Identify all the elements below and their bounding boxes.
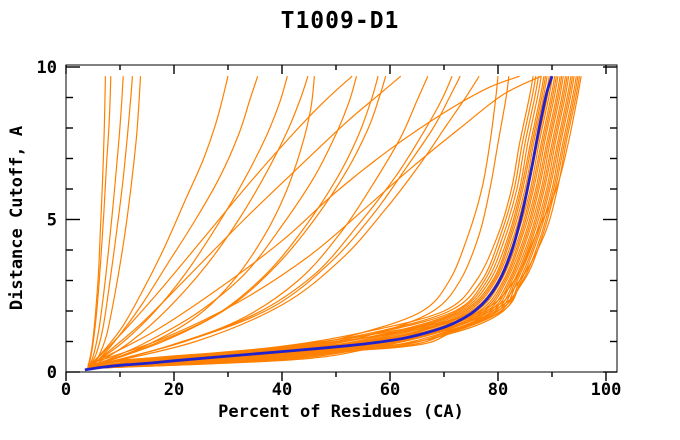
x-tick-label: 40 (272, 380, 292, 400)
y-tick-label: 10 (37, 58, 57, 78)
model-curve (92, 76, 545, 369)
model-curve (92, 76, 259, 367)
model-curve (87, 76, 229, 368)
model-curve (87, 76, 133, 370)
model-curve (92, 76, 499, 369)
model-curve (87, 76, 547, 369)
model-curve (87, 76, 534, 369)
x-tick-label: 0 (61, 380, 71, 400)
model-curve (87, 76, 561, 369)
y-tick-label: 0 (47, 363, 57, 383)
model-curve (87, 76, 315, 368)
model-curve (87, 76, 537, 369)
model-curve (92, 76, 559, 369)
model-curve (87, 76, 572, 369)
model-curve (87, 75, 429, 368)
model-curve (92, 75, 480, 367)
model-curve (98, 75, 402, 361)
model-curve (87, 75, 461, 368)
model-curve (87, 76, 557, 369)
model-curve (87, 76, 112, 370)
model-curve (87, 76, 379, 368)
model-curve (87, 75, 542, 365)
model-curve (92, 75, 520, 364)
model-curve (87, 76, 575, 369)
x-tick-label: 100 (591, 380, 622, 400)
x-axis-title: Percent of Residues (CA) (218, 402, 464, 422)
model-curve (87, 76, 288, 368)
plot-frame (65, 64, 618, 373)
model-curve (92, 76, 387, 367)
model-curve (92, 76, 567, 369)
model-curve (92, 75, 353, 364)
highlight-curve (84, 75, 554, 372)
model-curve (92, 76, 570, 369)
x-tick-label: 60 (380, 380, 400, 400)
model-curve (92, 76, 358, 367)
model-curve (92, 76, 556, 369)
x-tick-label: 80 (488, 380, 508, 400)
model-curve (87, 76, 564, 369)
y-tick-label: 5 (47, 211, 57, 231)
model-curve (92, 76, 309, 367)
model-curve (89, 76, 142, 370)
model-curve (87, 76, 124, 370)
x-tick-label: 20 (164, 380, 184, 400)
model-curve (87, 76, 568, 369)
chart-title: T1009-D1 (280, 8, 400, 34)
model-curve (92, 76, 563, 369)
